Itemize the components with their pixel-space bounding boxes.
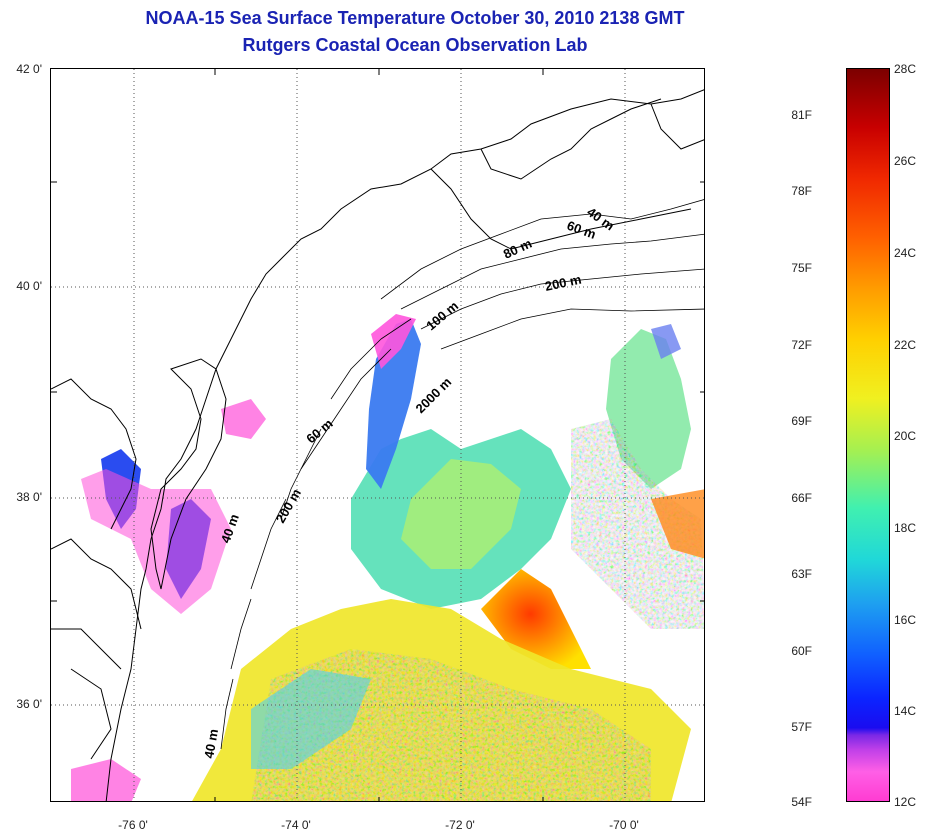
- colorbar-f-label: 54F: [791, 795, 812, 809]
- contour-label: 2000 m: [413, 374, 455, 416]
- sst-map[interactable]: 40 m 60 m 80 m 200 m 100 m 2000 m 60 m 2…: [50, 68, 705, 802]
- coastline: [51, 89, 704, 801]
- frame-ticks: [51, 69, 704, 801]
- contour-label: 200 m: [544, 272, 583, 294]
- colorbar-c-label: 24C: [894, 246, 917, 260]
- colorbar-f-label: 81F: [791, 108, 812, 122]
- colorbar-c-label: 18C: [894, 521, 917, 535]
- colorbar-f-label: 57F: [791, 720, 812, 734]
- contour-label: 100 m: [423, 298, 461, 333]
- temperature-colorbar: [846, 68, 890, 802]
- colorbar-c-label: 28C: [894, 62, 917, 76]
- sst-field: [71, 314, 704, 801]
- lat-label-38: 38 0': [16, 490, 42, 504]
- lon-label-70: -70 0': [609, 818, 639, 832]
- lon-label-74: -74 0': [281, 818, 311, 832]
- colorbar-c-label: 14C: [894, 704, 917, 718]
- lon-label-76: -76 0': [118, 818, 148, 832]
- contour-label: 200 m: [273, 486, 304, 525]
- bathymetry: [220, 199, 704, 750]
- sst-patch-shelf-magenta: [221, 399, 266, 439]
- sst-patch-blue-north: [651, 324, 681, 359]
- sst-map-svg: 40 m 60 m 80 m 200 m 100 m 2000 m 60 m 2…: [51, 69, 704, 801]
- colorbar-c-label: 16C: [894, 613, 917, 627]
- colorbar-c-label: 22C: [894, 338, 917, 352]
- colorbar-f-label: 60F: [791, 644, 812, 658]
- colorbar-f-label: 72F: [791, 338, 812, 352]
- lat-label-40: 40 0': [16, 279, 42, 293]
- contour-label: 80 m: [501, 236, 534, 262]
- lat-label-42: 42 0': [16, 62, 42, 76]
- colorbar-c-label: 26C: [894, 154, 917, 168]
- sst-patch-south-magenta: [71, 759, 141, 801]
- colorbar-f-label: 69F: [791, 414, 812, 428]
- colorbar-c-label: 20C: [894, 429, 917, 443]
- lat-label-36: 36 0': [16, 697, 42, 711]
- sst-patch-south-cool: [251, 669, 371, 769]
- sst-patch-bay-magenta: [81, 469, 231, 614]
- colorbar-f-label: 63F: [791, 567, 812, 581]
- map-subtitle: Rutgers Coastal Ocean Observation Lab: [242, 35, 588, 55]
- colorbar-c-label: 12C: [894, 795, 917, 809]
- sst-patch-canyon-magenta: [371, 314, 416, 369]
- contour-label: 40 m: [201, 728, 221, 760]
- sst-patch-east2: [571, 419, 704, 629]
- map-title: NOAA-15 Sea Surface Temperature October …: [145, 8, 685, 28]
- colorbar-f-label: 75F: [791, 261, 812, 275]
- sst-patch-east-warm: [651, 489, 704, 559]
- colorbar-f-label: 78F: [791, 184, 812, 198]
- lon-label-72: -72 0': [445, 818, 475, 832]
- colorbar-f-label: 66F: [791, 491, 812, 505]
